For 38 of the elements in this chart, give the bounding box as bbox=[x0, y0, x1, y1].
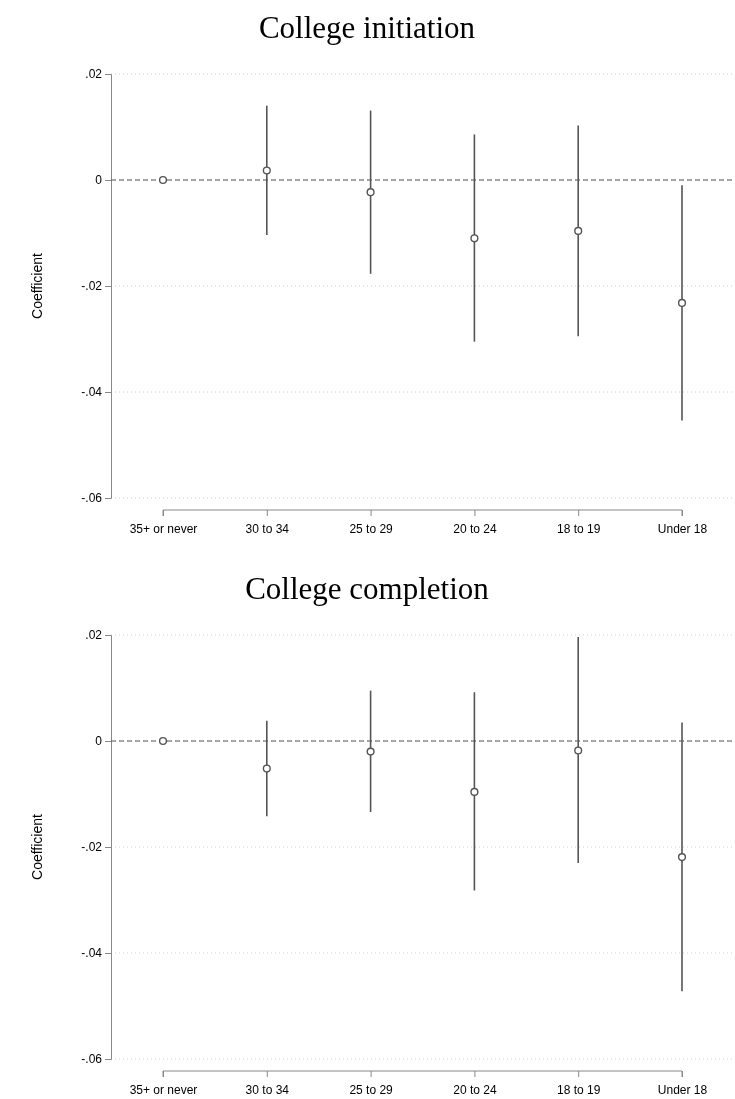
y-axis-title: Coefficient bbox=[29, 813, 45, 880]
x-tick-label: 20 to 24 bbox=[453, 1083, 497, 1098]
point bbox=[470, 234, 479, 243]
point bbox=[262, 166, 271, 175]
x-tick-label: 35+ or never bbox=[129, 1083, 198, 1098]
x-tick-label: 18 to 19 bbox=[557, 522, 601, 537]
point bbox=[677, 298, 687, 308]
point bbox=[158, 736, 168, 746]
point bbox=[677, 852, 687, 862]
x-tick-label: Under 18 bbox=[657, 522, 708, 537]
point bbox=[366, 747, 375, 756]
x-tick-label: Under 18 bbox=[657, 1083, 708, 1098]
y-tick-label: -.06 bbox=[81, 1052, 103, 1067]
point bbox=[470, 787, 479, 796]
y-tick-label: -.06 bbox=[81, 491, 103, 506]
x-tick-label: 18 to 19 bbox=[557, 1083, 601, 1098]
point bbox=[158, 175, 168, 185]
y-tick-label: .02 bbox=[85, 628, 103, 643]
x-tick-label: 20 to 24 bbox=[453, 522, 497, 537]
point bbox=[574, 226, 583, 235]
x-tick-label: 30 to 34 bbox=[245, 522, 290, 537]
y-tick-label: 0 bbox=[95, 173, 103, 188]
x-tick-label: 25 to 29 bbox=[349, 1083, 394, 1098]
chart-title: College completion bbox=[245, 571, 490, 606]
y-tick-label: -.02 bbox=[81, 840, 103, 855]
x-tick-label: 35+ or never bbox=[129, 522, 198, 537]
point bbox=[366, 188, 375, 197]
y-axis-title: Coefficient bbox=[29, 252, 45, 319]
y-tick-label: .02 bbox=[85, 67, 103, 82]
chart-title: College initiation bbox=[258, 10, 476, 45]
y-tick-label: -.04 bbox=[81, 385, 103, 400]
y-tick-label: -.04 bbox=[81, 946, 103, 961]
y-tick-label: 0 bbox=[95, 734, 103, 749]
x-tick-label: 25 to 29 bbox=[349, 522, 394, 537]
point bbox=[574, 746, 583, 755]
x-tick-label: 30 to 34 bbox=[245, 1083, 290, 1098]
point bbox=[262, 764, 271, 773]
y-tick-label: -.02 bbox=[81, 279, 103, 294]
